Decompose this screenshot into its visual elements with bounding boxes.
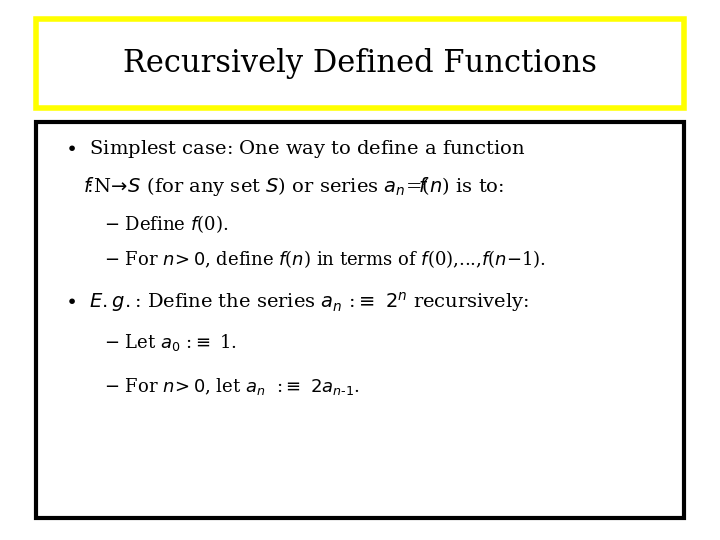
Text: $-$ Let $a_0$ :$\equiv$ 1.: $-$ Let $a_0$ :$\equiv$ 1.	[104, 333, 238, 353]
Text: $-$ For $n\!>0$, let $a_n$  :$\equiv$ $2a_{n\text{-}1}$.: $-$ For $n\!>0$, let $a_n$ :$\equiv$ $2a…	[104, 376, 360, 396]
Text: $-$ Define $f$(0).: $-$ Define $f$(0).	[104, 213, 229, 235]
FancyBboxPatch shape	[36, 19, 684, 108]
Text: $\bullet$  Simplest case: One way to define a function: $\bullet$ Simplest case: One way to defi…	[65, 138, 525, 159]
FancyBboxPatch shape	[36, 122, 684, 518]
Text: $\bullet$  $\mathit{E.g.}$: Define the series $a_n$ :$\equiv$ $2^n$ recursively:: $\bullet$ $\mathit{E.g.}$: Define the se…	[65, 291, 529, 314]
Text: Recursively Defined Functions: Recursively Defined Functions	[123, 48, 597, 79]
Text: $f\!$:N$\!\rightarrow\!S$ (for any set $S$) or series $a_n$=$\!f\!$($n$) is to:: $f\!$:N$\!\rightarrow\!S$ (for any set $…	[83, 175, 504, 198]
Text: $-$ For $n\!>0$, define $f$($n$) in terms of $f$(0),...,$f$($n$$-$1).: $-$ For $n\!>0$, define $f$($n$) in term…	[104, 248, 546, 270]
